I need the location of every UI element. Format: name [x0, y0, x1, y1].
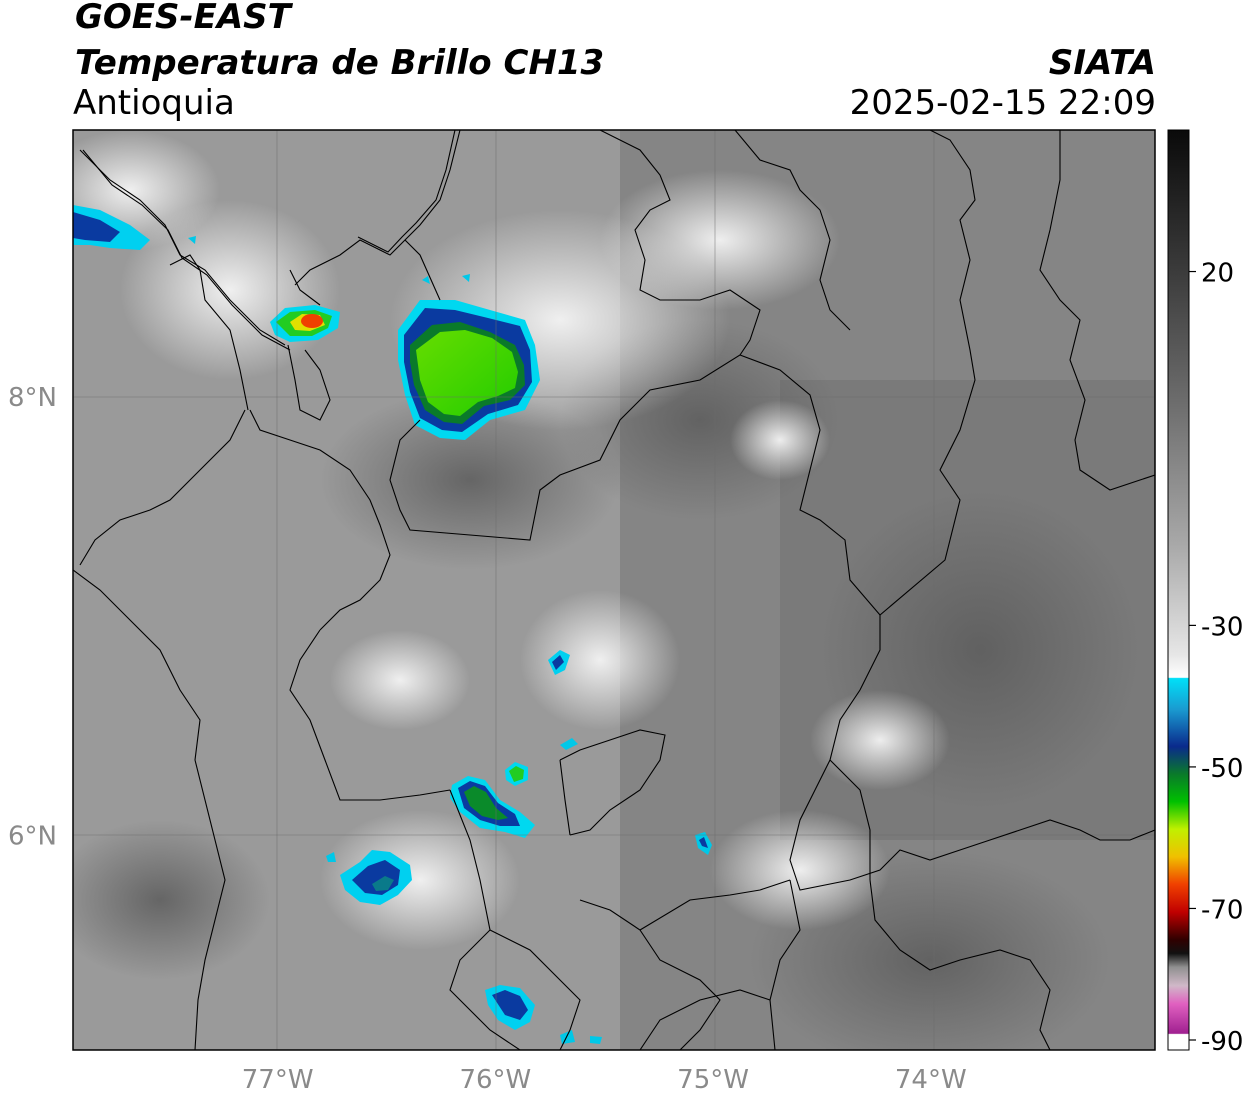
source-title: GOES-EAST — [75, 0, 291, 37]
cold-cloud-small — [188, 236, 712, 1044]
cold-cloud-central — [450, 762, 535, 838]
latitude-tick-label: 6°N — [8, 821, 57, 851]
longitude-tick-label: 77°W — [242, 1065, 314, 1095]
region-subtitle: Antioquia — [73, 83, 235, 123]
colorbar: 20 -30 -50 -70 -90 — [1167, 129, 1243, 1057]
colorbar-gradient — [1167, 129, 1190, 1051]
colorbar-tick-label: -50 — [1201, 754, 1243, 784]
map-borders — [73, 130, 1155, 1050]
latitude-axis: 8°N 6°N — [8, 383, 57, 851]
cold-cloud-northwest — [73, 205, 150, 250]
longitude-tick-label: 76°W — [459, 1065, 531, 1095]
longitude-tick-label: 75°W — [677, 1065, 749, 1095]
map-gridlines — [73, 130, 1155, 1050]
longitude-tick-label: 74°W — [895, 1065, 967, 1095]
map-frame — [72, 129, 1156, 1051]
colorbar-tick-label: 20 — [1201, 259, 1234, 289]
cold-cloud-gulf — [270, 305, 340, 342]
latitude-tick-label: 8°N — [8, 383, 57, 413]
cold-cloud-uraba — [398, 300, 540, 440]
colorbar-tick-label: -70 — [1201, 895, 1243, 925]
colorbar-tick-label: -90 — [1201, 1027, 1243, 1057]
colorbar-tick-label: -30 — [1201, 612, 1243, 642]
colorbar-ticks: 20 -30 -50 -70 -90 — [1189, 259, 1243, 1057]
organization-label: SIATA — [1048, 43, 1156, 83]
product-title: Temperatura de Brillo CH13 — [75, 43, 605, 83]
cold-cloud-south — [485, 985, 535, 1030]
cold-cloud-southwest — [326, 850, 412, 905]
map-raster — [73, 130, 1155, 1050]
longitude-axis: 77°W 76°W 75°W 74°W — [242, 1065, 967, 1095]
datetime-label: 2025-02-15 22:09 — [849, 83, 1156, 123]
